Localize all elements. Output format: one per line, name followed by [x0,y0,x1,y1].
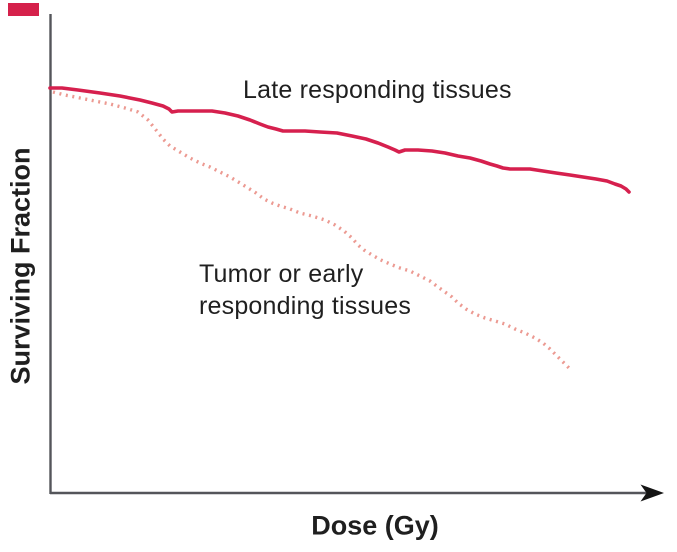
y-axis-title: Surviving Fraction [5,147,36,385]
tumor-early-responding-curve [52,90,572,371]
tumor-curve-label-line1: Tumor or early [199,260,364,288]
late-responding-curve [48,86,631,194]
late-curve-label: Late responding tissues [243,76,512,104]
tumor-curve-label-line2: responding tissues [199,292,412,320]
x-axis-title: Dose (Gy) [311,510,439,541]
x-axis-arrowhead-icon [640,484,664,502]
tumor-curve-label: Tumor or early responding tissues [199,258,411,322]
red-corner-mark [8,3,39,16]
